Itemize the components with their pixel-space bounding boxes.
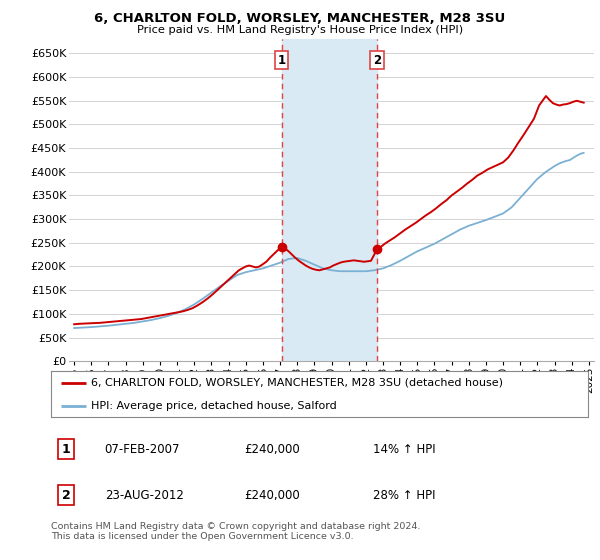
Text: £240,000: £240,000 <box>244 489 300 502</box>
Text: Price paid vs. HM Land Registry's House Price Index (HPI): Price paid vs. HM Land Registry's House … <box>137 25 463 35</box>
Text: 2: 2 <box>373 54 381 67</box>
Text: 1: 1 <box>278 54 286 67</box>
Text: 6, CHARLTON FOLD, WORSLEY, MANCHESTER, M28 3SU: 6, CHARLTON FOLD, WORSLEY, MANCHESTER, M… <box>94 12 506 25</box>
Text: 2: 2 <box>62 489 70 502</box>
Text: 14% ↑ HPI: 14% ↑ HPI <box>373 443 436 456</box>
Text: 07-FEB-2007: 07-FEB-2007 <box>105 443 180 456</box>
Text: 6, CHARLTON FOLD, WORSLEY, MANCHESTER, M28 3SU (detached house): 6, CHARLTON FOLD, WORSLEY, MANCHESTER, M… <box>91 378 503 388</box>
Text: 1: 1 <box>62 443 70 456</box>
Text: HPI: Average price, detached house, Salford: HPI: Average price, detached house, Salf… <box>91 401 337 410</box>
Text: Contains HM Land Registry data © Crown copyright and database right 2024.
This d: Contains HM Land Registry data © Crown c… <box>51 522 421 542</box>
Text: 23-AUG-2012: 23-AUG-2012 <box>105 489 184 502</box>
Bar <box>282 39 377 361</box>
Text: 28% ↑ HPI: 28% ↑ HPI <box>373 489 436 502</box>
Text: £240,000: £240,000 <box>244 443 300 456</box>
